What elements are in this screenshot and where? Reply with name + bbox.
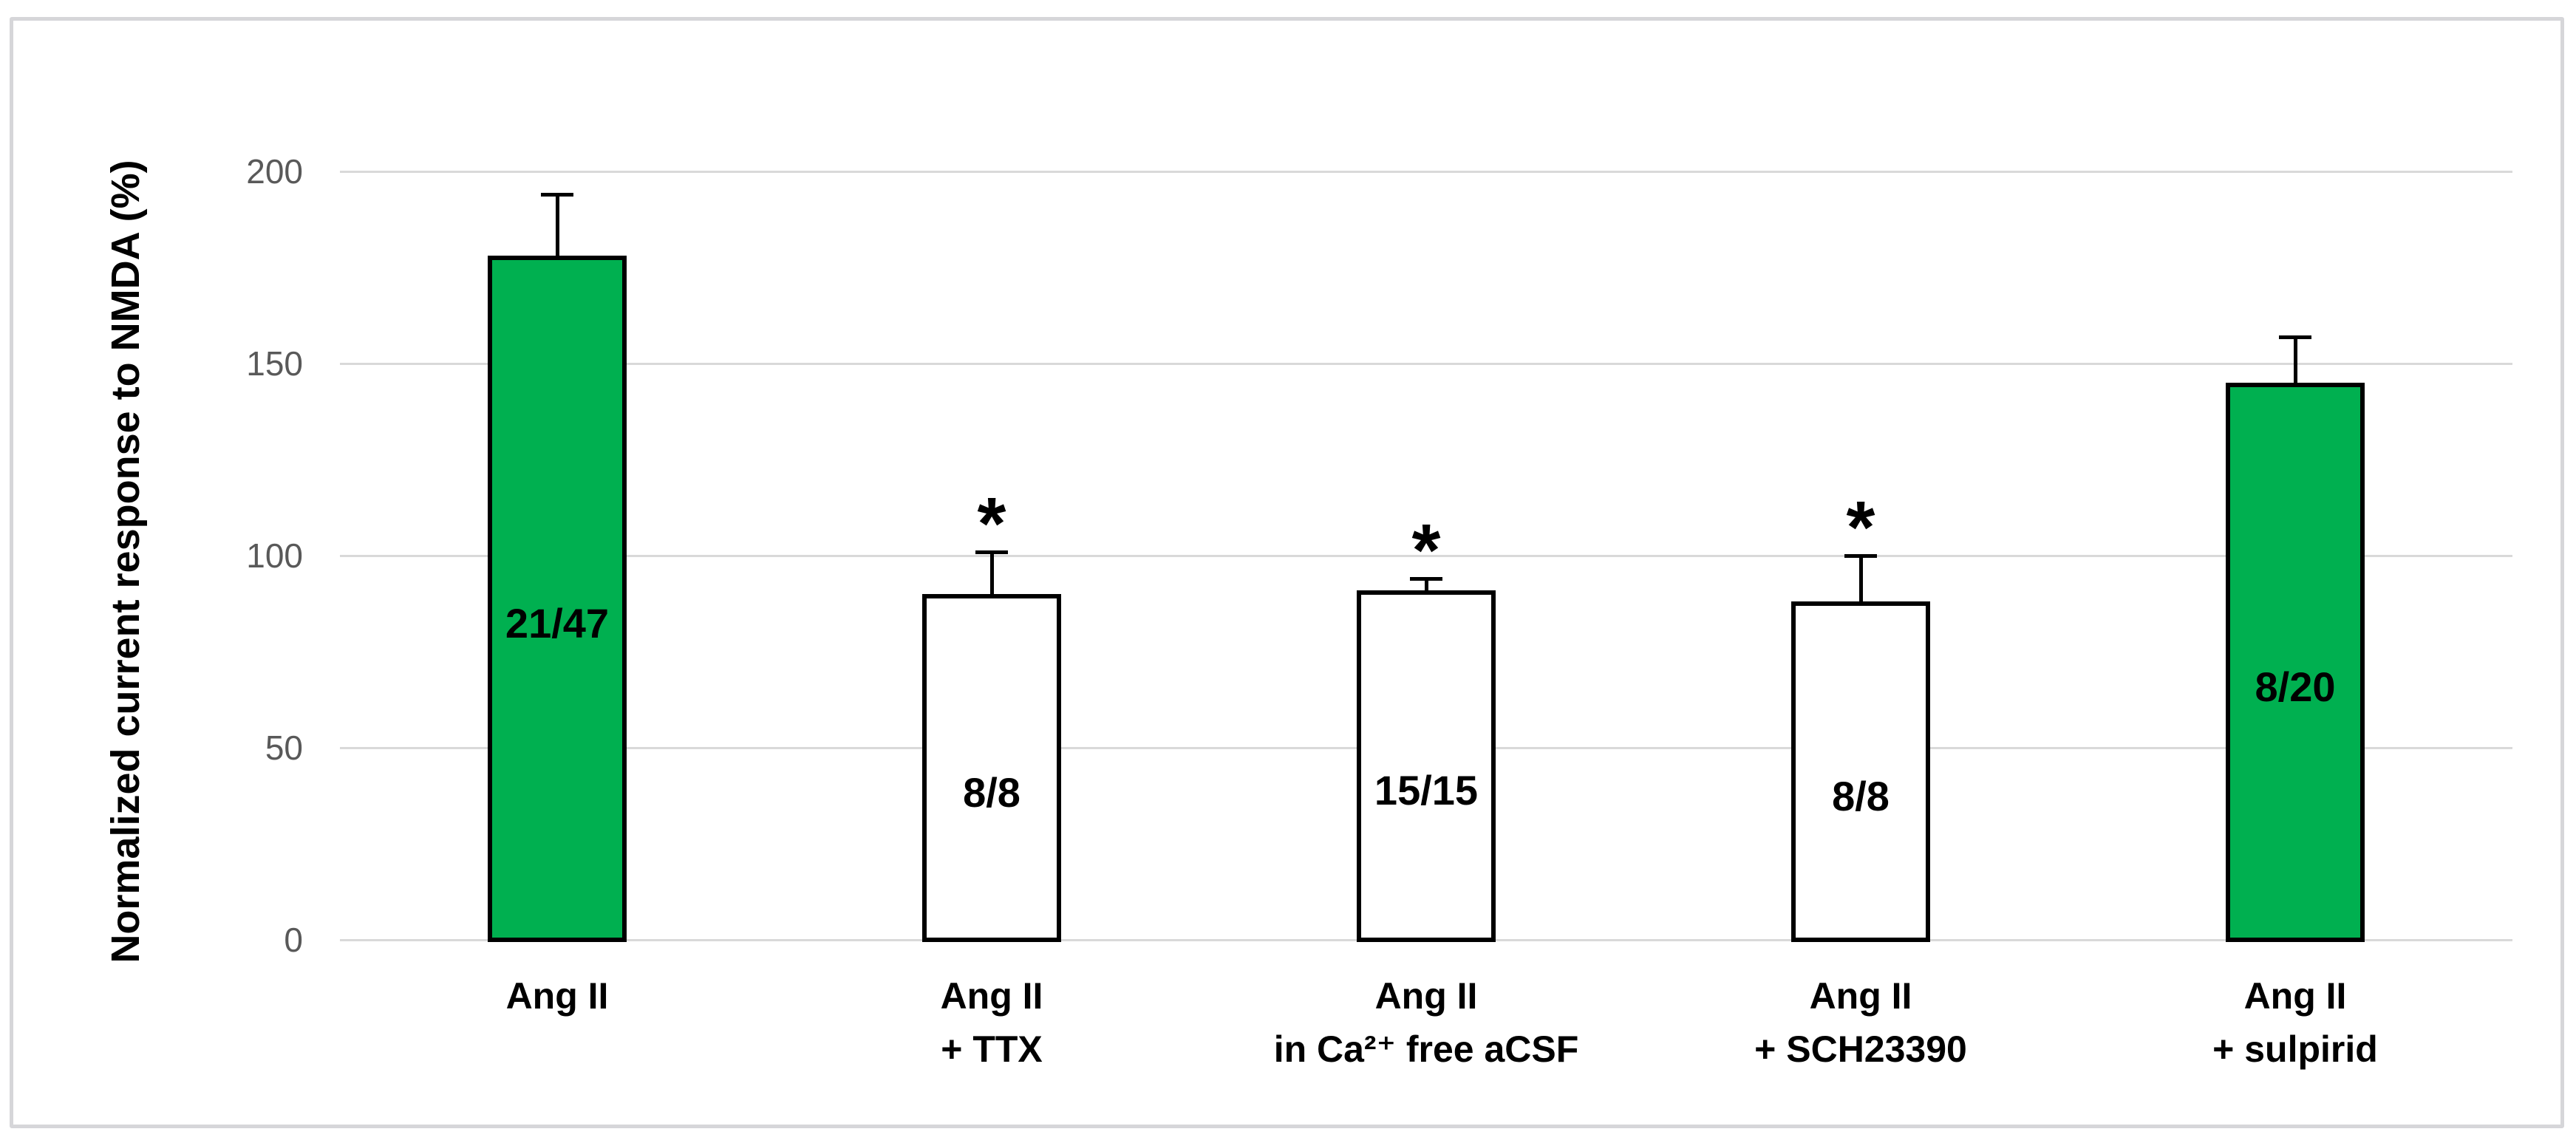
error-bar-stem xyxy=(1424,579,1428,593)
error-bar-cap xyxy=(975,550,1008,554)
y-axis-title: Normalized current response to NMDA (%) xyxy=(103,160,148,963)
y-tick-label-100: 100 xyxy=(246,536,303,575)
x-axis-label-4: Ang II + SCH23390 xyxy=(1643,969,2078,1076)
gridline-200 xyxy=(340,170,2512,173)
error-bar-stem xyxy=(989,551,994,597)
x-axis-label-line: Ang II xyxy=(1374,975,1478,1017)
x-axis-label-line: Ang II xyxy=(940,975,1043,1017)
bar-count-label: 8/20 xyxy=(2255,663,2336,710)
x-axis-label-line: + SCH23390 xyxy=(1754,1028,1967,1070)
bar-4 xyxy=(1791,601,1930,942)
error-bar-stem xyxy=(1858,556,1863,605)
x-axis-label-line: in Ca²⁺ free aCSF xyxy=(1273,1028,1579,1070)
x-axis-label-3: Ang II in Ca²⁺ free aCSF xyxy=(1209,969,1643,1076)
bar-count-label: 8/8 xyxy=(1832,773,1890,820)
significance-star: * xyxy=(1846,486,1875,569)
error-bar-cap xyxy=(541,193,573,197)
bar-count-label: 15/15 xyxy=(1374,767,1479,814)
error-bar-stem xyxy=(2293,336,2297,386)
y-tick-label-200: 200 xyxy=(246,152,303,191)
y-tick-label-50: 50 xyxy=(265,729,303,767)
x-axis-label-1: Ang II xyxy=(340,969,774,1023)
chart-frame xyxy=(10,17,2564,1128)
error-bar-cap xyxy=(1410,577,1442,581)
x-axis-label-line: Ang II xyxy=(2243,975,2347,1017)
y-tick-label-150: 150 xyxy=(246,344,303,383)
bar-5 xyxy=(2226,383,2365,942)
bar-3 xyxy=(1357,590,1496,942)
bar-2 xyxy=(922,594,1061,942)
significance-star: * xyxy=(977,482,1006,565)
x-axis-label-line: Ang II xyxy=(1809,975,1912,1017)
significance-star: * xyxy=(1411,509,1441,593)
bar-count-label: 8/8 xyxy=(963,769,1020,816)
x-axis-label-line: + sulpirid xyxy=(2212,1028,2378,1070)
x-axis-label-line: + TTX xyxy=(941,1028,1043,1070)
error-bar-stem xyxy=(555,194,559,259)
bar-count-label: 21/47 xyxy=(505,600,610,647)
y-tick-label-0: 0 xyxy=(284,921,303,959)
error-bar-cap xyxy=(1844,554,1877,558)
bar-1 xyxy=(488,256,627,942)
x-axis-label-5: Ang II + sulpirid xyxy=(2078,969,2512,1076)
gridline-150 xyxy=(340,362,2512,365)
x-axis-label-2: Ang II + TTX xyxy=(774,969,1209,1076)
gridline-100 xyxy=(340,554,2512,557)
error-bar-cap xyxy=(2279,335,2311,339)
x-axis-label-line: Ang II xyxy=(505,975,609,1017)
